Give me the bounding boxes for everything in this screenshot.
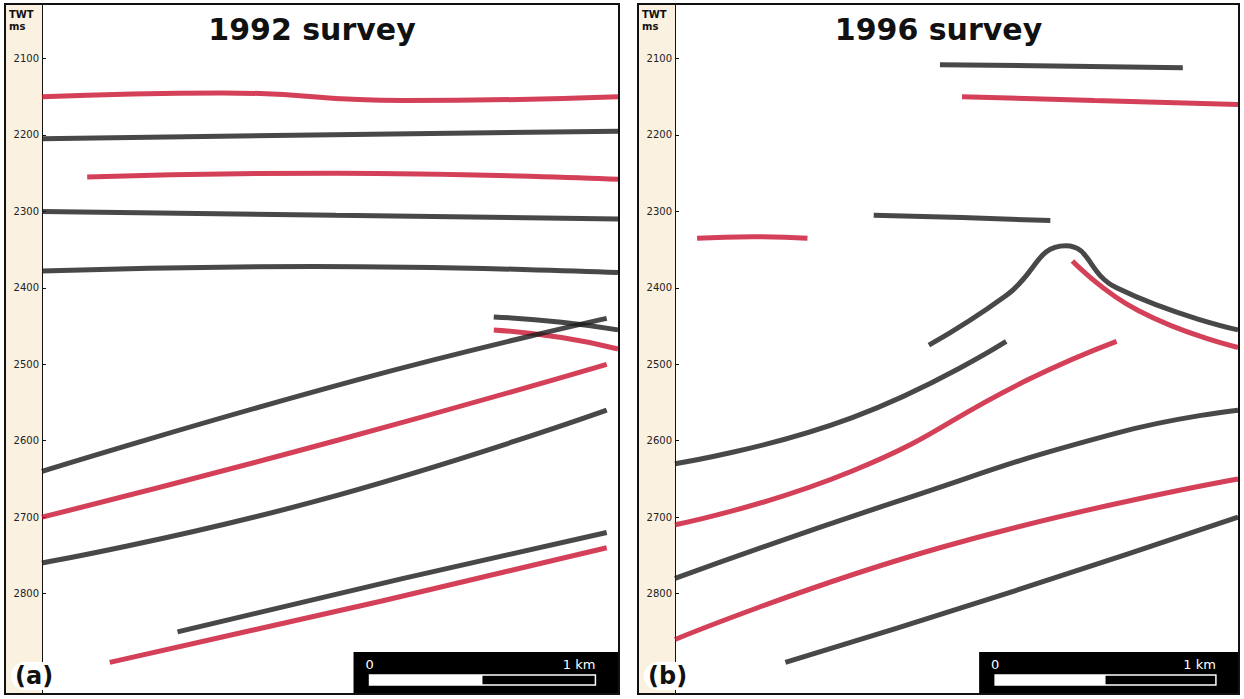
svg-text:2300: 2300 [14, 206, 39, 217]
svg-text:1 km: 1 km [1183, 657, 1216, 672]
svg-text:2700: 2700 [647, 512, 672, 523]
svg-text:(b): (b) [648, 662, 687, 690]
svg-text:2600: 2600 [14, 435, 39, 446]
svg-text:2500: 2500 [647, 359, 672, 370]
svg-text:(a): (a) [15, 662, 53, 690]
svg-text:2200: 2200 [647, 129, 672, 140]
svg-text:0: 0 [991, 657, 999, 672]
svg-text:1 km: 1 km [563, 657, 596, 672]
svg-text:2200: 2200 [14, 129, 39, 140]
svg-text:1992 survey: 1992 survey [208, 12, 416, 47]
svg-text:2800: 2800 [14, 588, 39, 599]
svg-text:2700: 2700 [14, 512, 39, 523]
svg-text:2600: 2600 [647, 435, 672, 446]
svg-text:2400: 2400 [647, 282, 672, 293]
svg-text:2500: 2500 [14, 359, 39, 370]
svg-text:TWT: TWT [9, 9, 34, 20]
svg-text:TWT: TWT [642, 9, 667, 20]
svg-text:1996 survey: 1996 survey [835, 12, 1043, 47]
svg-text:2400: 2400 [14, 282, 39, 293]
svg-text:2300: 2300 [647, 206, 672, 217]
svg-text:0: 0 [365, 657, 373, 672]
svg-text:ms: ms [642, 21, 658, 32]
svg-text:2100: 2100 [14, 53, 39, 64]
svg-text:2100: 2100 [647, 53, 672, 64]
svg-text:ms: ms [9, 21, 25, 32]
svg-text:2800: 2800 [647, 588, 672, 599]
